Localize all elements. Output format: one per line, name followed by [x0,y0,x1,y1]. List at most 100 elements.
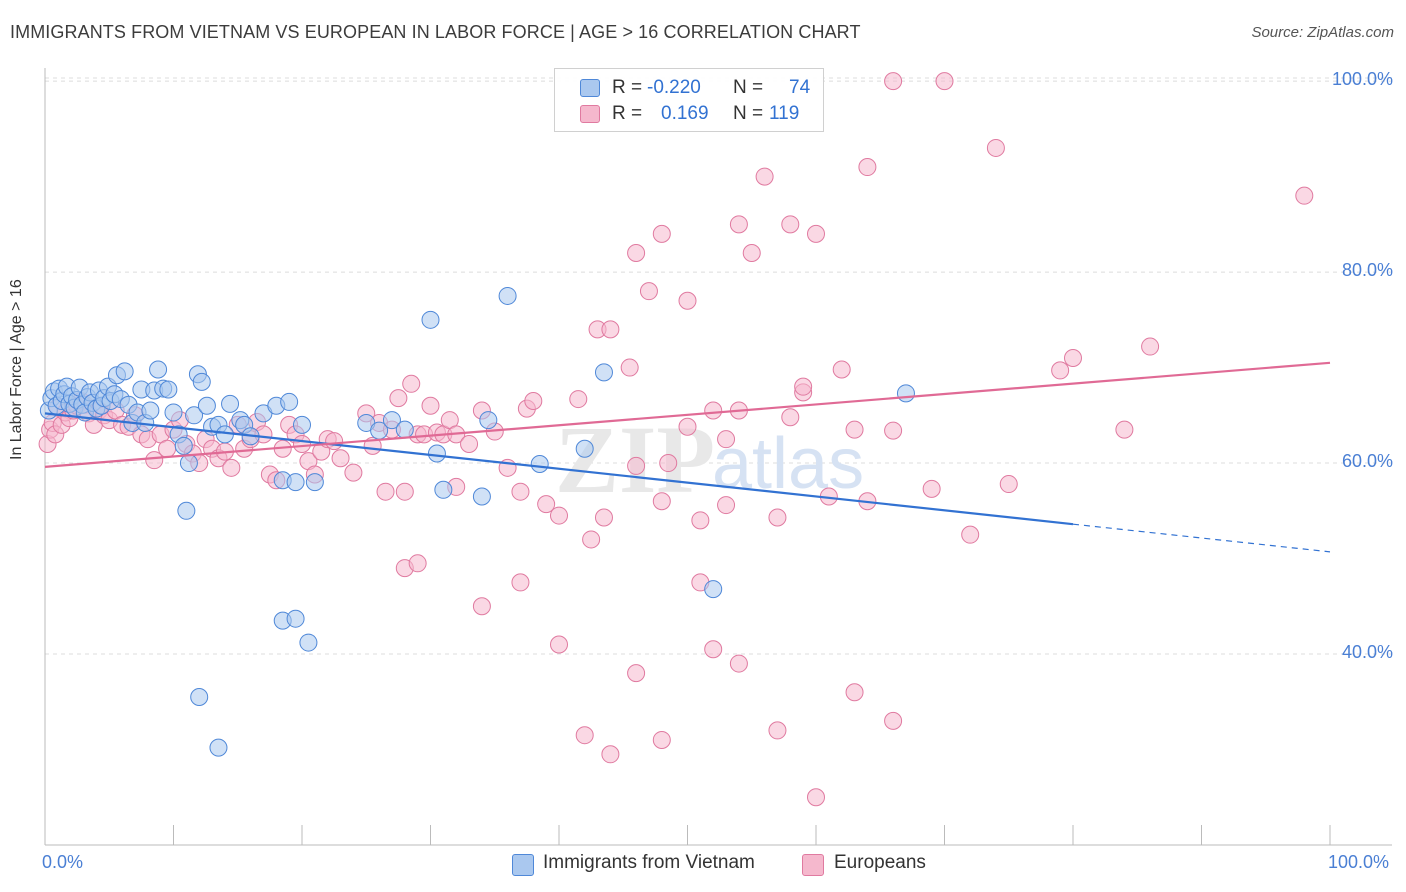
point-europeans [158,439,177,458]
bottom-legend-europeans: Europeans [834,852,926,873]
legend-swatch-blue [580,79,600,97]
y-tick-label: 40.0% [1341,642,1393,663]
point-europeans [524,391,543,410]
point-europeans [729,215,748,234]
legend-n-label: N = [733,77,764,98]
point-vietnam [164,403,183,422]
point-europeans [659,454,678,473]
point-europeans [1115,420,1134,439]
legend-r-label: R = [612,77,643,98]
point-europeans [1295,186,1314,205]
point-europeans [511,573,530,592]
point-europeans [594,508,613,527]
y-axis-label: In Labor Force | Age > 16 [8,279,25,460]
legend-r-value: 0.169 [661,103,709,124]
legend: R = -0.220 N = 74 R = 0.169 N = 119 [554,68,824,132]
point-vietnam [221,394,240,413]
trend-lines [44,361,1331,553]
legend-r-label: R = [612,103,643,124]
point-vietnam [421,310,440,329]
point-europeans [794,377,813,396]
legend-row-vietnam: R = -0.220 N = 74 [555,75,823,101]
point-europeans [582,530,601,549]
point-vietnam [395,420,414,439]
point-vietnam [209,738,228,757]
point-europeans [222,458,241,477]
point-europeans [550,506,568,525]
point-europeans [402,374,421,393]
point-vietnam [427,444,446,463]
point-europeans [627,664,646,683]
point-europeans [550,635,568,654]
point-vietnam [305,473,324,492]
point-vietnam [179,454,198,473]
point-vietnam [190,687,209,706]
point-vietnam [575,439,594,458]
source-label: Source: ZipAtlas.com [1251,24,1394,41]
point-europeans [639,282,658,301]
point-vietnam [197,396,216,415]
point-vietnam [530,455,549,474]
point-europeans [1051,361,1070,380]
point-vietnam [185,406,204,425]
point-europeans [395,482,414,501]
point-europeans [601,320,620,339]
bottom-legend-swatch-blue [512,854,534,876]
point-europeans [575,726,594,745]
point-europeans [832,360,851,379]
point-vietnam [286,609,305,628]
y-tick-label: 80.0% [1341,260,1393,281]
trend-line-europeans [44,361,1331,468]
point-europeans [325,432,344,451]
point-europeans [293,434,311,453]
point-europeans [472,597,491,616]
point-europeans [627,243,646,262]
point-europeans [884,72,903,91]
point-europeans [845,683,864,702]
point-europeans [807,224,825,243]
point-europeans [652,492,671,511]
point-vietnam [115,362,134,381]
point-europeans [678,417,697,436]
point-europeans [691,511,710,530]
chart-title: IMMIGRANTS FROM VIETNAM VS EUROPEAN IN L… [10,22,861,42]
point-europeans [986,138,1005,157]
y-tick-label: 60.0% [1341,451,1393,472]
point-europeans [884,711,903,730]
point-europeans [781,215,800,234]
point-vietnam [434,480,453,499]
point-europeans [704,640,723,659]
point-europeans [344,463,363,482]
point-europeans [742,243,761,262]
trend-line-vietnam-extension [1072,523,1331,553]
legend-r-value: -0.220 [647,77,701,98]
point-europeans [569,390,588,409]
point-europeans [768,721,787,740]
point-europeans [999,475,1018,494]
point-vietnam [280,392,299,411]
legend-n-value: 119 [769,103,800,124]
point-vietnam [594,363,613,382]
x-tick-label-min: 0.0% [42,852,84,872]
trend-line-vietnam [44,412,1074,526]
point-europeans [1064,349,1082,368]
point-europeans [511,482,530,501]
point-europeans [627,456,646,475]
point-europeans [935,72,954,91]
point-europeans [145,451,164,470]
point-europeans [768,508,787,527]
x-tick-label-max: 100.0% [1328,852,1390,872]
legend-swatch-pink [580,105,600,123]
point-europeans [884,421,903,440]
series-vietnam [39,286,915,757]
point-vietnam [472,487,491,506]
point-vietnam [286,473,305,492]
point-europeans [376,482,395,501]
point-vietnam [896,384,915,403]
point-europeans [717,430,736,449]
y-tick-label: 100.0% [1331,69,1393,90]
point-europeans [1141,337,1160,356]
point-europeans [858,158,877,177]
point-europeans [652,730,671,749]
point-vietnam [704,580,723,599]
